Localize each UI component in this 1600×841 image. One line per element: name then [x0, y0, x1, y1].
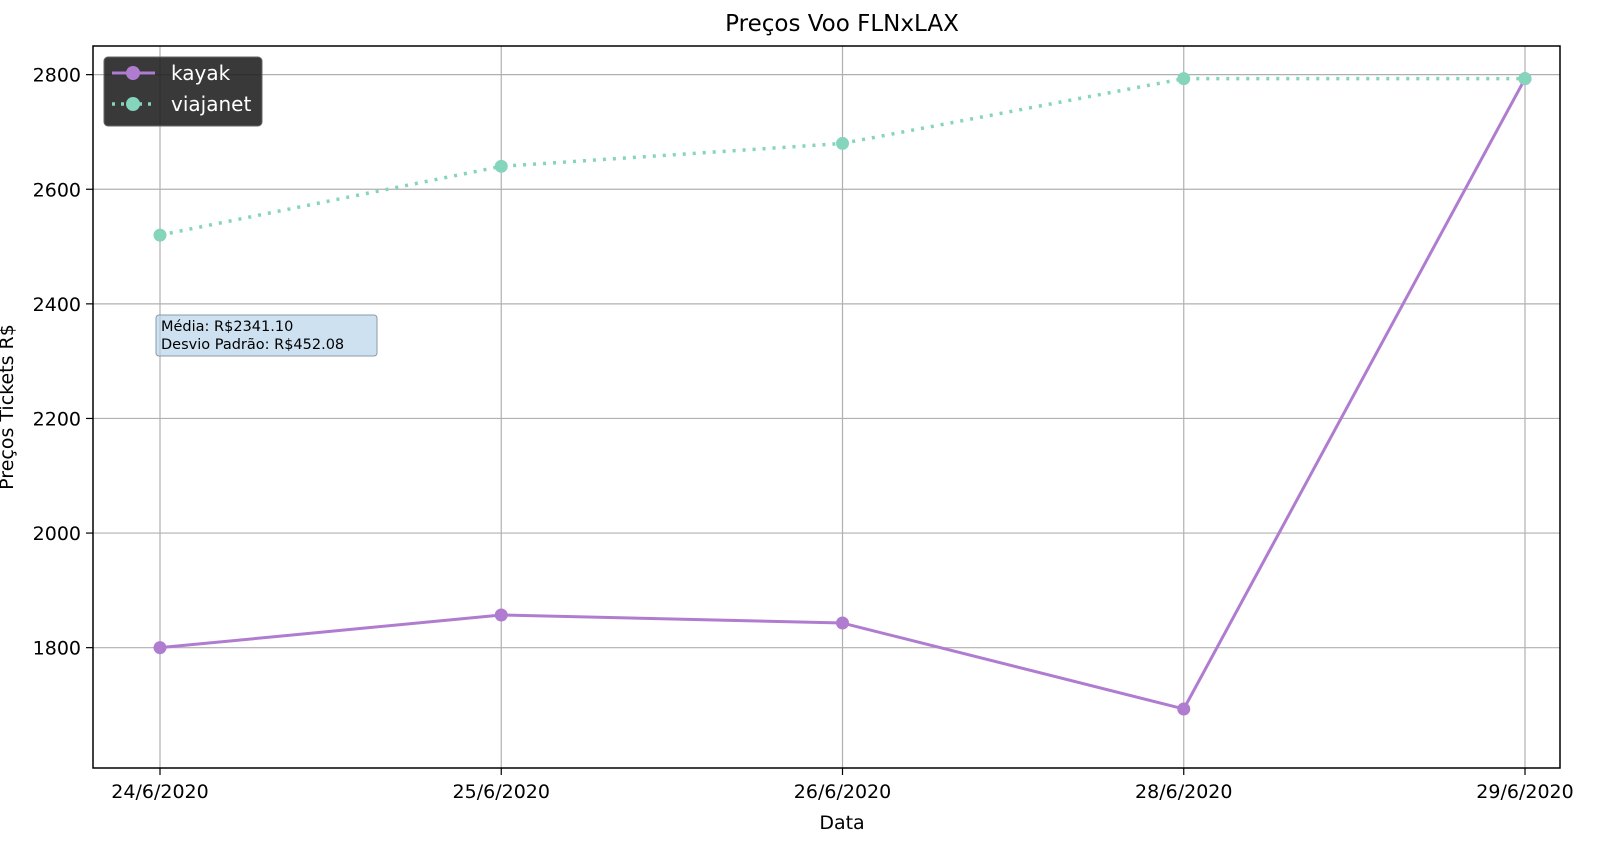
data-point-viajanet	[153, 228, 167, 242]
legend-marker-kayak	[126, 66, 140, 80]
x-tick-label: 25/6/2020	[453, 781, 550, 803]
legend-label-viajanet: viajanet	[171, 92, 251, 116]
legend-marker-viajanet	[126, 97, 140, 111]
grid-layer	[93, 46, 1560, 768]
y-tick-label: 2000	[33, 523, 81, 545]
x-tick-label: 29/6/2020	[1476, 781, 1573, 803]
tick-layer: 24/6/2020 25/6/2020 26/6/2020 28/6/2020 29/6…	[33, 65, 1574, 803]
y-tick-label: 2800	[33, 65, 81, 87]
x-axis-label: Data	[819, 812, 864, 834]
stats-annotation-std: Desvio Padrão: R$452.08	[161, 337, 344, 353]
y-tick-label: 2400	[33, 294, 81, 316]
data-point-viajanet	[1177, 72, 1191, 86]
y-tick-label: 2600	[33, 179, 81, 201]
y-tick-label: 1800	[33, 638, 81, 660]
data-point-viajanet	[494, 159, 508, 173]
data-point-kayak	[494, 608, 508, 622]
stats-annotation-mean: Média: R$2341.10	[161, 319, 293, 335]
legend-label-kayak: kayak	[171, 61, 231, 85]
stats-annotation: Média: R$2341.10 Desvio Padrão: R$452.08	[155, 314, 378, 357]
x-tick-label: 26/6/2020	[794, 781, 891, 803]
stats-annotation-box	[155, 314, 378, 357]
x-tick-label: 28/6/2020	[1135, 781, 1232, 803]
y-axis-label: Preços Tickets R$	[0, 324, 18, 490]
chart-title: Preços Voo FLNxLAX	[725, 11, 959, 37]
x-tick-label: 24/6/2020	[111, 781, 208, 803]
plot-area-border	[92, 45, 1561, 769]
data-point-kayak	[1177, 702, 1191, 716]
data-point-viajanet	[1518, 72, 1532, 86]
data-point-kayak	[836, 616, 849, 630]
y-tick-label: 2200	[33, 408, 81, 430]
data-point-viajanet	[836, 136, 849, 150]
series-layer	[153, 72, 1532, 716]
data-point-kayak	[153, 641, 167, 655]
legend: kayak viajanet	[103, 56, 263, 127]
